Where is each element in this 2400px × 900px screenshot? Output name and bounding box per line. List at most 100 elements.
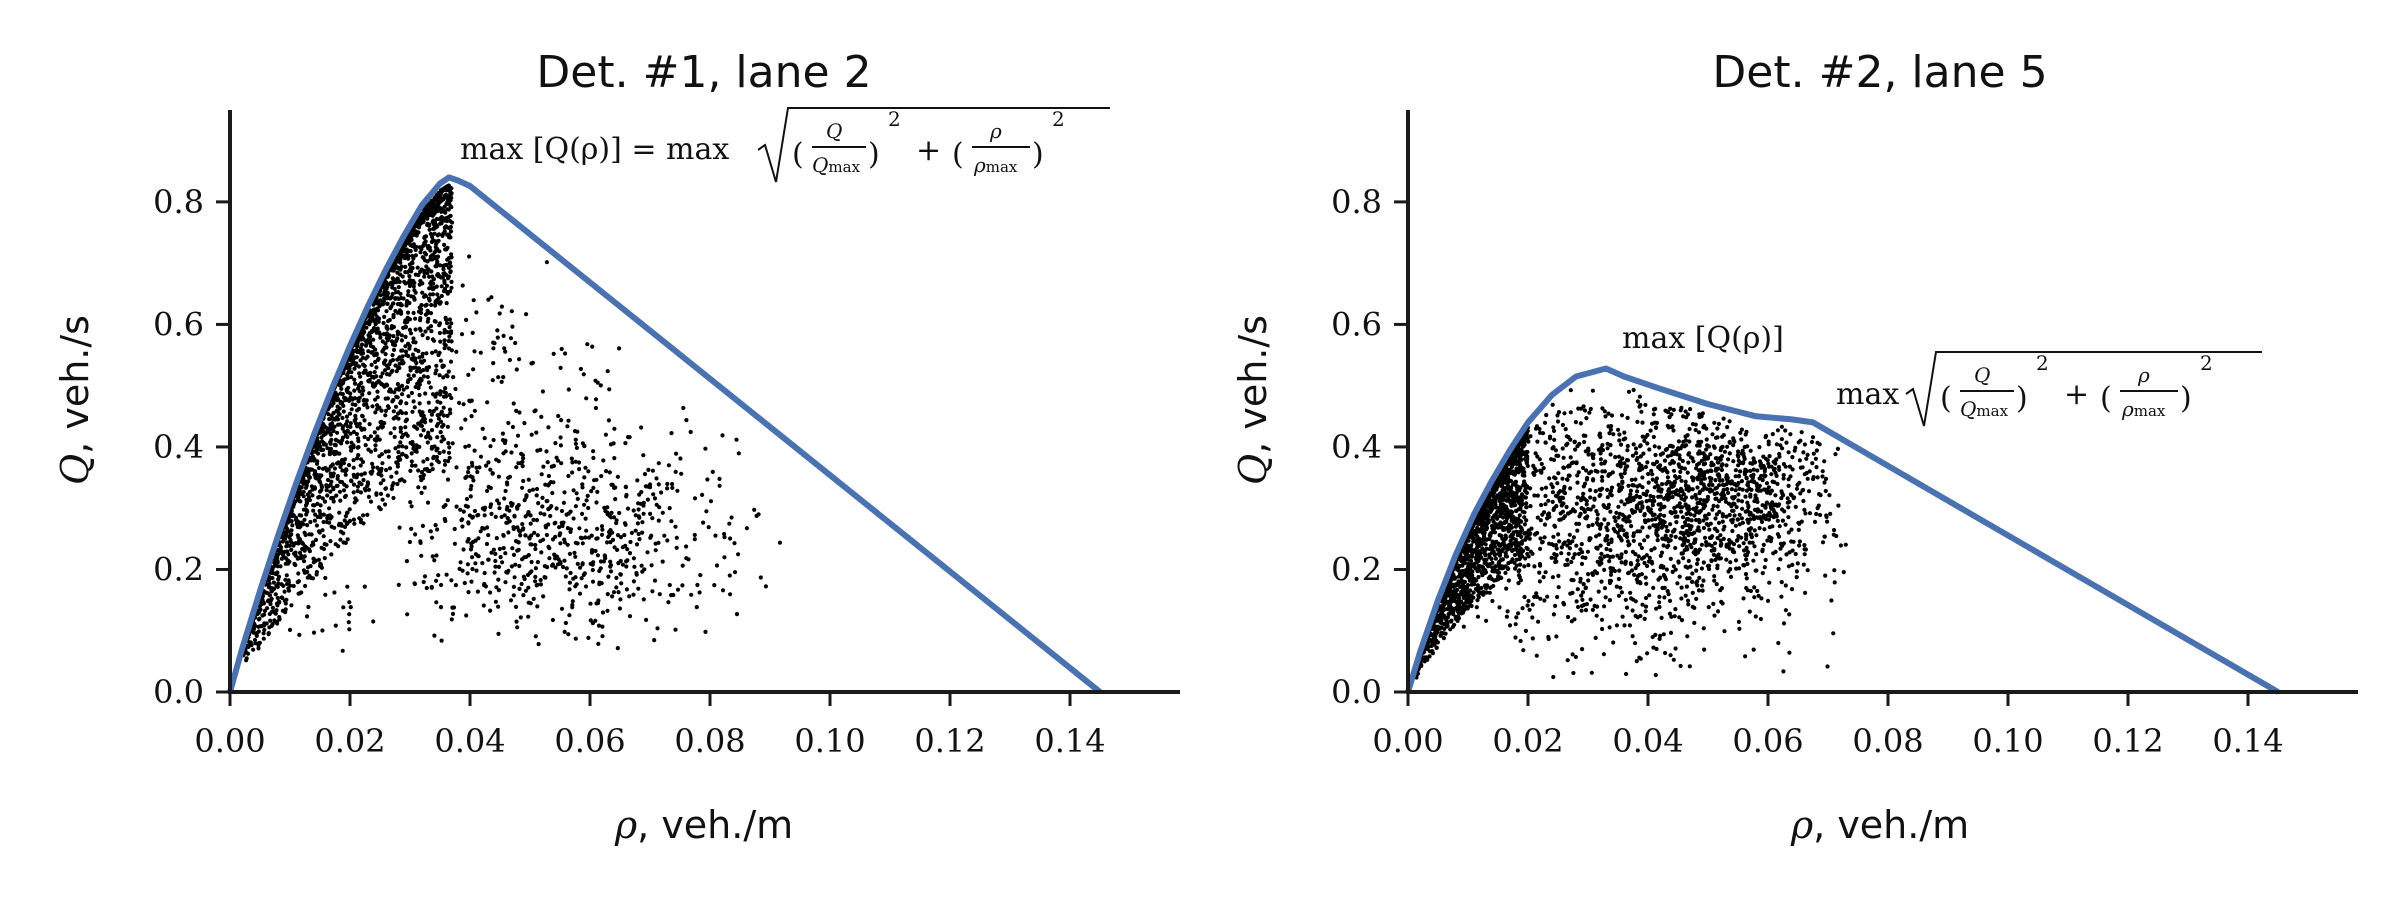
scatter-point [334,493,339,498]
scatter-point [482,513,487,518]
scatter-point [558,365,563,370]
scatter-point [448,204,453,209]
scatter-point [562,629,567,635]
scatter-point [289,547,294,553]
scatter-point [383,408,388,413]
scatter-point [588,601,593,606]
scatter-point [383,368,388,373]
scatter-point [306,495,312,500]
scatter-point [338,498,343,503]
scatter-point [296,495,301,500]
scatter-point [396,285,401,290]
scatter-point [315,443,320,448]
scatter-point [442,278,447,283]
scatter-point [437,330,442,336]
scatter-point [361,513,366,518]
scatter-point [485,400,490,405]
scatter-point [432,558,437,563]
scatter-point [1488,585,1493,590]
scatter-point [499,379,504,384]
scatter-point [1481,590,1486,595]
scatter-point [332,450,337,455]
scatter-point [341,531,346,536]
scatter-point [594,500,599,505]
scatter-point [513,562,518,567]
scatter-point [413,253,418,258]
scatter-point [1471,590,1476,595]
scatter-point [332,397,337,402]
scatter-point [639,563,644,568]
scatter-point [336,439,341,444]
scatter-point [469,579,474,584]
scatter-point [462,580,467,586]
scatter-point [629,530,635,536]
scatter-point [359,351,364,356]
scatter-point [491,437,496,443]
scatter-point [615,474,621,479]
scatter-point [680,563,685,568]
scatter-point [351,482,357,487]
scatter-point [392,434,397,439]
scatter-point [563,351,568,356]
scatter-point [358,358,363,363]
scatter-point [620,562,626,567]
scatter-point [493,599,498,604]
scatter-point [404,417,409,422]
scatter-point [469,460,475,465]
scatter-point [347,398,352,403]
scatter-point [425,308,430,313]
scatter-point [714,563,720,568]
scatter-point [276,577,281,582]
scatter-point [328,446,334,451]
scatter-point [475,469,480,475]
scatter-point [418,328,423,333]
scatter-point [275,603,280,608]
scatter-point [574,445,580,450]
scatter-point [416,366,422,371]
scatter-point [433,210,438,215]
scatter-point [311,542,316,547]
scatter-point [583,535,588,540]
scatter-point [356,445,361,450]
scatter-point [422,416,427,422]
scatter-point [554,506,559,511]
scatter-point [495,335,500,340]
scatter-point [1492,530,1498,535]
scatter-point [359,342,365,347]
scatter-point [547,556,552,561]
scatter-point [649,563,654,568]
scatter-point [406,253,411,258]
scatter-point [392,390,397,395]
scatter-point [577,526,582,531]
scatter-point [684,544,689,549]
scatter-point [1687,426,1692,432]
scatter-point [488,608,493,613]
scatter-point [543,482,548,487]
scatter-point [480,561,485,566]
scatter-point [450,611,456,617]
scatter-point [449,617,454,622]
scatter-point [680,583,685,588]
scatter-point [686,557,691,562]
scatter-point [390,276,395,281]
scatter-point [352,521,357,526]
scatter-point [471,478,476,483]
scatter-point [469,544,474,549]
scatter-point [452,541,457,546]
scatter-point [1836,503,1841,508]
scatter-point [514,619,519,624]
scatter-point [1522,564,1527,569]
ticks-left: 0.00 0.02 0.04 0.06 0.08 0.10 0.12 0.140.00.20.… [153,183,1106,760]
scatter-point [519,557,525,562]
scatter-point [446,441,451,446]
scatter-point [612,515,617,520]
scatter-point [649,533,654,538]
scatter-point [409,459,414,464]
scatter-point [1520,442,1525,447]
scatter-point [474,310,479,315]
scatter-point [516,461,521,466]
scatter-point [578,366,584,372]
scatter-point [449,255,454,260]
scatter-point [573,540,578,545]
scatter-point [615,533,621,538]
